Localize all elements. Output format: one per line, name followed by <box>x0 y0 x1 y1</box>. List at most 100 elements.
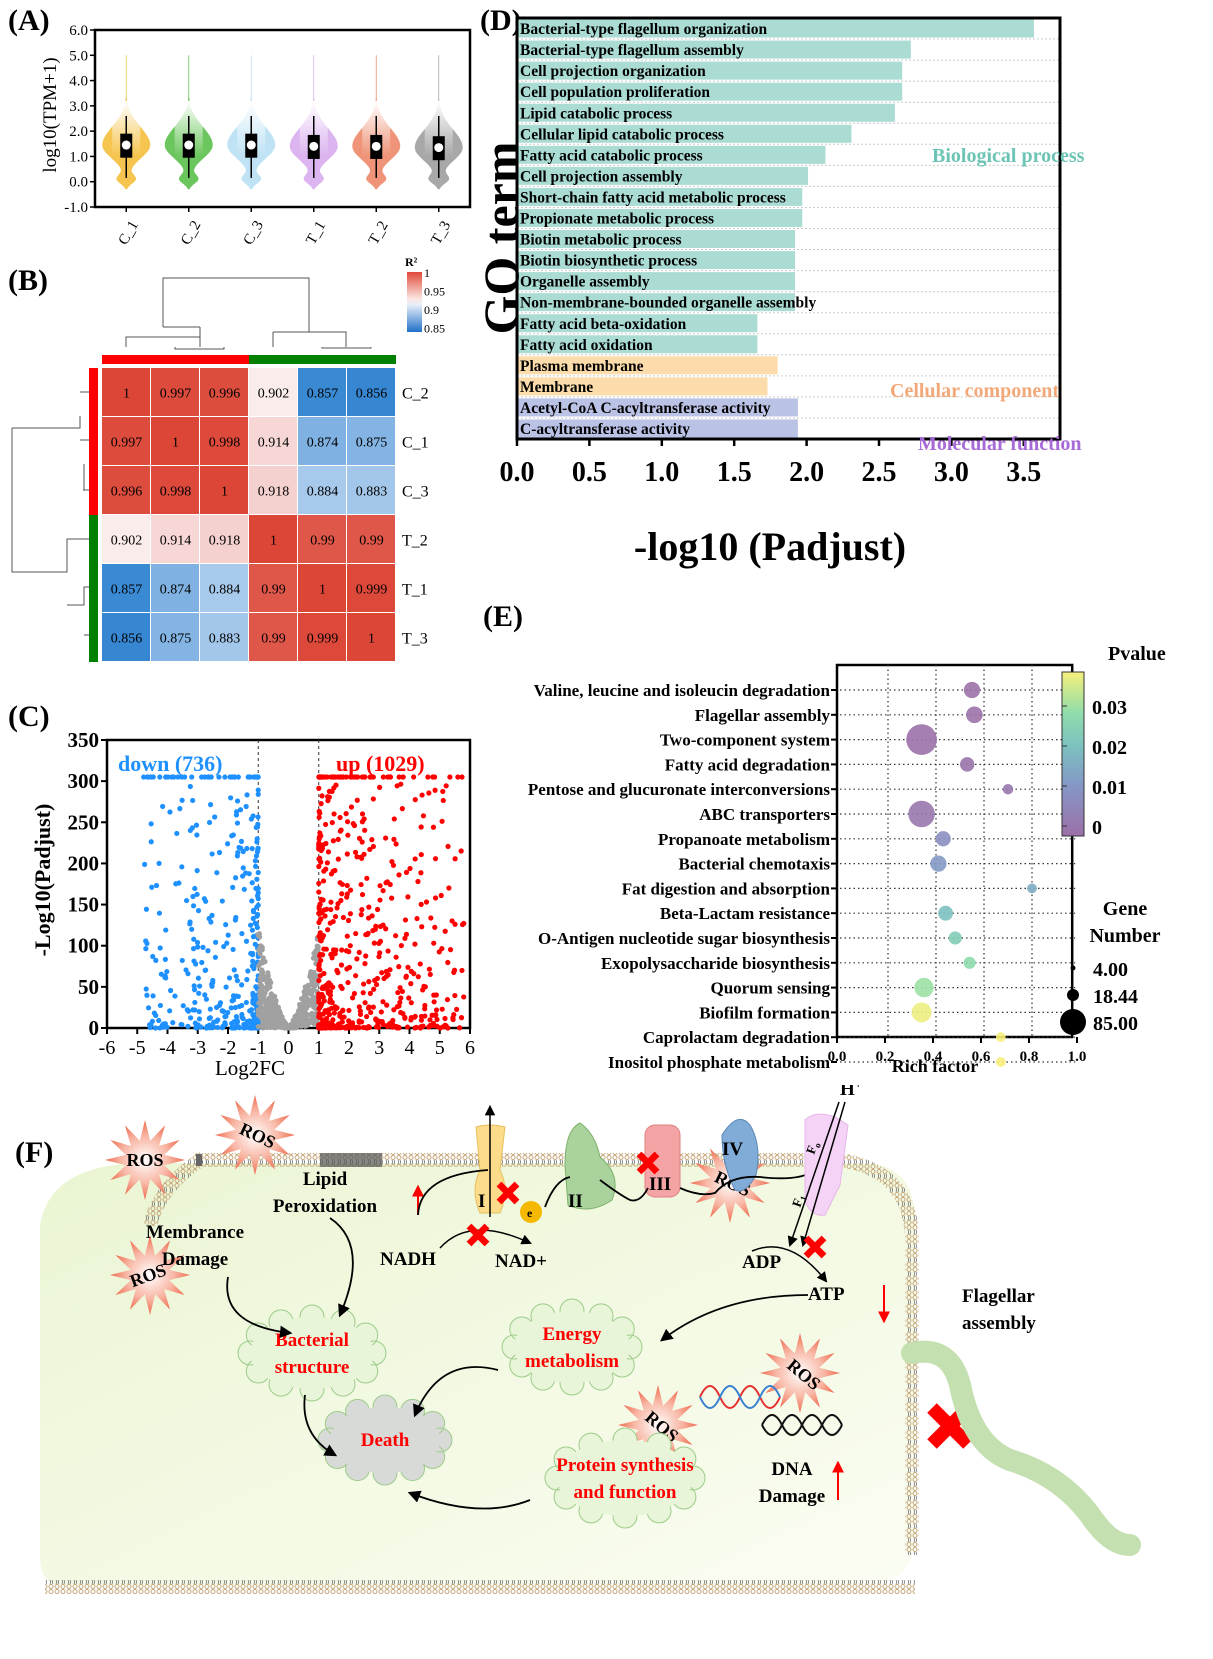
volcano-point <box>415 974 421 980</box>
go-term-label: Short-chain fatty acid metabolic process <box>520 189 786 206</box>
heatmap-value: 0.918 <box>258 485 290 500</box>
go-bar <box>517 208 803 227</box>
volcano-point <box>254 904 260 910</box>
complex-iv-label: IV <box>722 1139 743 1160</box>
volcano-point <box>364 875 370 881</box>
go-term-label: Membrane <box>520 379 593 396</box>
volcano-point <box>313 948 319 954</box>
volcano-point <box>350 995 356 1001</box>
x-tick-label: T_3 <box>428 219 454 245</box>
pathway-label: ABC transporters <box>699 805 830 824</box>
volcano-point <box>329 999 335 1006</box>
volcano-point <box>442 928 448 934</box>
volcano-point <box>209 851 215 857</box>
volcano-point <box>249 846 255 852</box>
volcano-point <box>229 833 235 839</box>
heatmap-value: 0.902 <box>111 534 143 549</box>
y-tick-label: 4.0 <box>69 74 88 90</box>
panel-label-a: (A) <box>8 4 50 37</box>
volcano-point <box>393 933 399 939</box>
heatmap-value: 0.99 <box>359 534 384 549</box>
volcano-point <box>250 990 256 996</box>
volcano-point <box>313 955 319 962</box>
heatmap-cell <box>102 368 150 416</box>
volcano-point <box>332 913 339 920</box>
volcano-point <box>324 906 330 912</box>
volcano-point <box>195 1022 201 1028</box>
heatmap-cell <box>249 417 297 465</box>
heatmap-value: 0.857 <box>111 583 143 598</box>
y-tick-label: 150 <box>68 893 100 917</box>
volcano-point <box>380 888 386 894</box>
volcano-point <box>393 954 399 960</box>
volcano-point <box>407 865 413 872</box>
volcano-point <box>337 1024 344 1031</box>
arrow-lipid-to-structure <box>329 1217 354 1318</box>
volcano-point <box>359 891 366 898</box>
volcano-point <box>203 967 209 973</box>
heatmap-cell <box>151 515 199 563</box>
heatmap-row-label: C_2 <box>402 386 429 403</box>
up-annotation: up (1029) <box>336 751 425 776</box>
heatmap-cell <box>298 564 346 612</box>
volcano-point <box>328 906 334 913</box>
volcano-point <box>252 920 258 926</box>
volcano-point <box>406 995 412 1001</box>
volcano-point <box>345 917 352 924</box>
lipid-peroxidation-label-2: Peroxidation <box>273 1196 378 1217</box>
nadh-label: NADH <box>380 1249 436 1270</box>
volcano-point <box>352 1025 358 1031</box>
volcano-point <box>430 774 436 780</box>
volcano-point <box>206 1015 212 1021</box>
x-tick-label: 5 <box>435 1037 445 1059</box>
bubble-point <box>966 706 983 724</box>
x-tick-label: 1 <box>314 1037 324 1059</box>
volcano-point <box>430 824 437 830</box>
volcano-point <box>383 880 389 886</box>
volcano-point <box>309 1010 315 1016</box>
heatmap-cell <box>151 613 199 661</box>
volcano-point <box>272 1005 278 1012</box>
go-bar <box>517 187 803 206</box>
volcano-point <box>244 845 250 852</box>
volcano-point <box>234 820 241 826</box>
volcano-point <box>396 1003 402 1009</box>
heatmap-value: 0.883 <box>356 485 388 500</box>
pathway-label: Quorum sensing <box>711 979 831 998</box>
volcano-point <box>318 938 324 944</box>
volcano-point <box>263 985 269 991</box>
volcano-point <box>148 839 154 845</box>
heatmap-value: 0.997 <box>111 436 143 451</box>
x-tick-label: 2.5 <box>862 457 897 488</box>
volcano-point <box>418 901 424 907</box>
volcano-point <box>223 984 229 990</box>
volcano-point <box>249 950 256 957</box>
volcano-point <box>362 1000 368 1006</box>
kegg-bubble-chart: Valine, leucine and isoleucin degradatio… <box>528 643 1166 1076</box>
violin-median <box>246 140 256 150</box>
volcano-point <box>157 1002 164 1009</box>
volcano-point <box>273 998 279 1005</box>
volcano-point <box>287 1024 293 1030</box>
bubble-point <box>948 931 962 945</box>
death-cloud-label: Death <box>361 1430 410 1451</box>
proton-arrow-2 <box>800 1101 846 1248</box>
volcano-point <box>354 797 360 803</box>
volcano-point <box>423 899 430 905</box>
volcano-point <box>439 818 445 824</box>
bubble-point <box>906 724 937 755</box>
volcano-point <box>418 870 424 876</box>
volcano-point <box>402 935 408 941</box>
volcano-point <box>440 1024 446 1030</box>
volcano-point <box>387 1022 393 1028</box>
volcano-point <box>391 836 397 842</box>
heatmap-cell <box>249 515 297 563</box>
volcano-point <box>163 927 169 933</box>
volcano-point <box>399 988 406 995</box>
volcano-point <box>417 961 423 967</box>
heatmap-cell <box>102 564 150 612</box>
heatmap-row-label: T_2 <box>402 533 428 550</box>
heatmap-cell <box>151 564 199 612</box>
go-term-label: Plasma membrane <box>520 358 644 375</box>
heatmap-row-label: T_1 <box>402 582 428 599</box>
